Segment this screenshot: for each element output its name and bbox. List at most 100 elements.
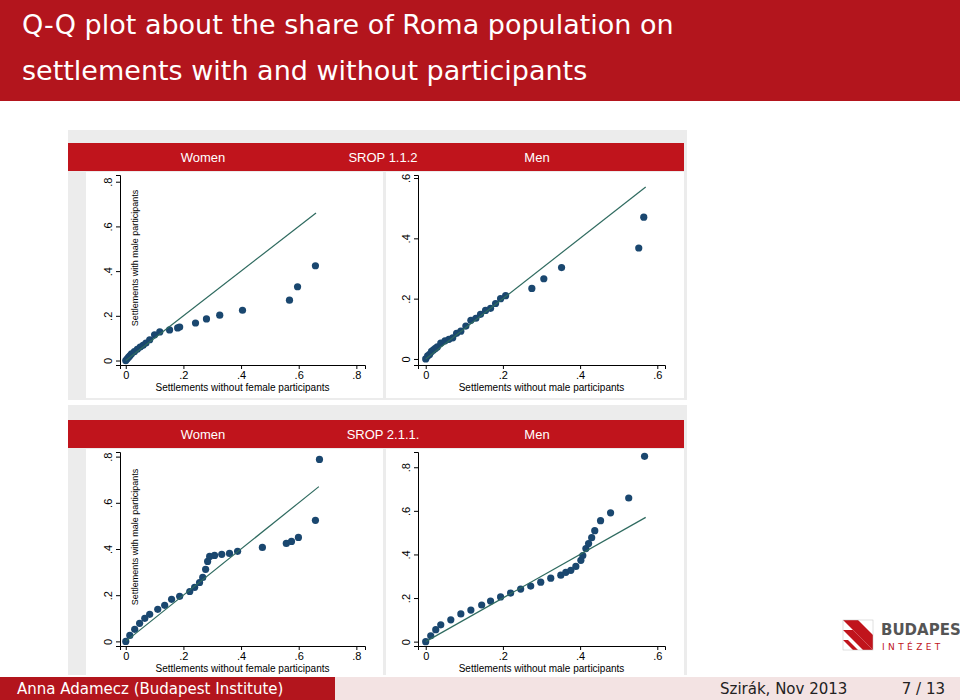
x-tick: .4 — [576, 365, 585, 381]
qq-point — [316, 456, 323, 463]
y-tick-mark — [116, 271, 120, 272]
y-tick: 0 — [400, 639, 418, 645]
qq-point — [422, 638, 429, 645]
y-tick-label: .2 — [102, 312, 114, 321]
qq-point — [635, 244, 642, 251]
reference-line — [426, 187, 646, 359]
x-tick: .6 — [295, 646, 304, 662]
y-axis: 0 .2 .4 .6 .8 — [102, 453, 121, 647]
x-tick: .6 — [295, 365, 304, 381]
logo-stripe — [843, 640, 858, 650]
x-tick-label: .6 — [295, 369, 304, 381]
x-tick-label: .4 — [237, 369, 246, 381]
qq-plot: 0.2.4.60.2.4.6.8Settlements without male… — [400, 453, 666, 675]
y-tick-mark — [116, 182, 120, 183]
y-tick: .8 — [400, 463, 418, 472]
panel-background — [68, 130, 687, 400]
x-tick: .6 — [653, 646, 662, 662]
qq-point — [216, 312, 223, 319]
y-tick-mark — [414, 359, 418, 360]
y-tick: 0 — [102, 639, 120, 645]
qq-point — [640, 214, 647, 221]
qq-point — [572, 563, 579, 570]
y-tick-label: .4 — [102, 545, 114, 554]
y-tick: .4 — [400, 550, 418, 559]
qq-point — [478, 601, 485, 608]
panel-label: SROP 1.1.2 — [348, 150, 417, 165]
graph-background — [86, 449, 383, 675]
y-tick: .6 — [400, 174, 418, 183]
x-tick: 0 — [123, 365, 129, 381]
y-tick: .4 — [400, 234, 418, 243]
panel-banner — [68, 143, 684, 171]
y-tick: .6 — [102, 499, 120, 508]
qq-point — [154, 606, 161, 613]
graph-background — [386, 172, 684, 398]
qq-point — [457, 610, 464, 617]
y-tick-label: .2 — [400, 295, 412, 304]
y-tick-mark — [116, 226, 120, 227]
x-axis-line — [419, 366, 666, 370]
x-tick-label: .2 — [179, 369, 188, 381]
qq-point — [136, 620, 143, 627]
panel-label: Women — [181, 427, 226, 442]
x-tick-label: 0 — [123, 369, 129, 381]
footer-event: Szirák, Nov 2013 — [720, 680, 847, 698]
y-axis: 0.2.4.6.8 — [102, 176, 121, 366]
plot-area — [122, 213, 319, 364]
y-tick-mark — [116, 457, 120, 458]
y-tick-mark — [116, 503, 120, 504]
graph-background — [86, 172, 383, 398]
y-tick-label: .2 — [102, 591, 114, 600]
panel-label: Women — [181, 150, 226, 165]
qq-plot: 0.2.4.6.80.2.4.6.8Settlements without fe… — [102, 176, 366, 394]
y-tick-mark — [414, 238, 418, 239]
slide-title: Q-Q plot about the share of Roma populat… — [22, 9, 674, 40]
x-axis-title: Settlements without male participants — [459, 382, 625, 393]
x-tick-label: .4 — [576, 369, 585, 381]
x-tick-label: .8 — [352, 369, 361, 381]
y-tick: 0 — [102, 358, 120, 364]
qq-point — [528, 285, 535, 292]
slide-canvas: Q-Q plot about the share of Roma populat… — [0, 0, 960, 700]
logo-frame — [843, 620, 873, 650]
qq-point — [202, 566, 209, 573]
qq-point — [288, 538, 295, 545]
y-tick-label: .8 — [102, 453, 114, 462]
qq-point — [192, 319, 199, 326]
qq-point — [607, 509, 614, 516]
y-tick-label: .8 — [400, 463, 412, 472]
y-tick: .2 — [400, 295, 418, 304]
qq-point — [259, 544, 266, 551]
reference-line — [126, 213, 316, 361]
y-tick: .4 — [102, 545, 120, 554]
y-axis: 0.2.4.6 — [400, 174, 419, 366]
x-tick: 0 — [123, 646, 129, 662]
y-tick-label: .6 — [400, 507, 412, 516]
x-tick: .4 — [237, 646, 246, 662]
y-tick-label: .4 — [400, 234, 412, 243]
x-tick-label: .6 — [295, 650, 304, 662]
qq-point — [641, 453, 648, 460]
x-tick-label: 0 — [423, 650, 429, 662]
qq-point — [211, 552, 218, 559]
qq-point — [591, 527, 598, 534]
logo: BUDAPESTINTÉZET — [843, 620, 960, 652]
footer-author: Anna Adamecz (Budapest Institute) — [17, 680, 283, 698]
qq-point — [437, 621, 444, 628]
x-tick: .4 — [237, 365, 246, 381]
x-axis: 0 .2 .4 .6 .8 — [121, 365, 366, 381]
logo-stripe — [843, 630, 873, 650]
x-tick: .2 — [499, 646, 508, 662]
logo-stripe — [843, 620, 873, 650]
y-tick-label: 0 — [102, 639, 114, 645]
y-tick-label: .4 — [102, 267, 114, 276]
qq-point — [218, 551, 225, 558]
y-tick-mark — [414, 178, 418, 179]
logo-text: INTÉZET — [882, 641, 944, 652]
qq-point — [168, 596, 175, 603]
y-axis: 0.2.4.6.8 — [400, 453, 419, 647]
x-tick: .6 — [653, 365, 662, 381]
slide: Q-Q plot about the share of Roma populat… — [0, 0, 960, 700]
y-tick-mark — [116, 641, 120, 642]
